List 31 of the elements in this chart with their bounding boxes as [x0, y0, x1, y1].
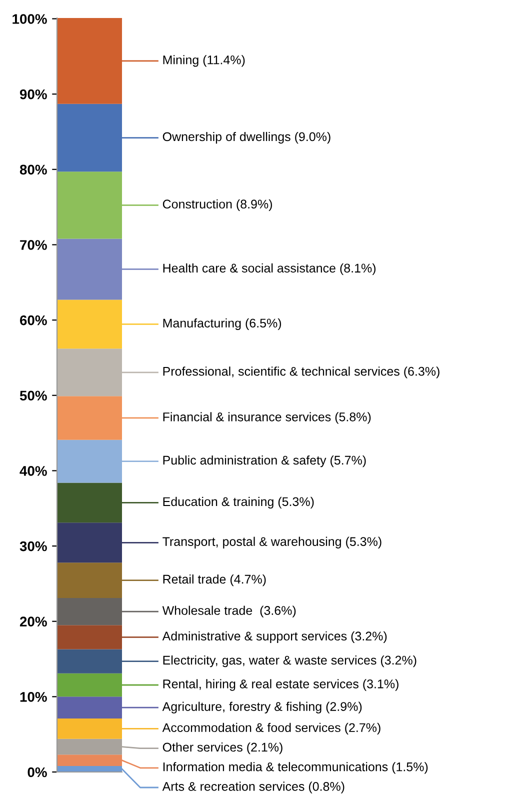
- legend-label: Information media & telecommunications (1.5%): [163, 762, 428, 774]
- y-tick-label: 100%: [12, 14, 47, 24]
- legend-label: Retail trade (4.7%): [163, 574, 266, 586]
- legend-label: Agriculture, forestry & fishing (2.9%): [162, 702, 362, 714]
- y-tick-label: 0%: [28, 767, 47, 778]
- legend-label: Accommodation & food services (2.7%): [162, 722, 380, 735]
- y-tick-label: 20%: [20, 616, 47, 627]
- legend-label: Ownership of dwellings (9.0%): [162, 132, 330, 144]
- y-tick-label: 30%: [20, 541, 47, 552]
- y-tick-label: 80%: [20, 164, 47, 175]
- legend-label: Other services (2.1%): [162, 742, 282, 754]
- legend-label: Public administration & safety (5.7%): [163, 455, 366, 468]
- legend-label: Administrative & support services (3.2%): [162, 631, 387, 643]
- legend-label: Construction (8.9%): [162, 199, 272, 211]
- legend-label: Wholesale trade (3.6%): [162, 606, 296, 618]
- text: Arts & recreation services (0.8%): [162, 782, 344, 794]
- y-tick-label: 70%: [20, 240, 47, 250]
- legend-label: Rental, hiring & real estate services (3.1%): [163, 679, 398, 691]
- legend-label: Electricity, gas, water & waste services (3.2%): [163, 655, 416, 668]
- legend-label: Health care & social assistance (8.1%): [163, 263, 376, 276]
- y-tick-label: 50%: [20, 390, 47, 401]
- legend-label: Transport, postal & warehousing (5.3%): [162, 536, 382, 548]
- y-tick-label: 60%: [20, 315, 47, 326]
- legend-label: Manufacturing (6.5%): [163, 318, 282, 330]
- legend-label: Professional, scientific & technical services (6.3%): [163, 366, 440, 378]
- y-tick-label: 90%: [20, 89, 47, 100]
- y-tick-label: 10%: [20, 692, 47, 702]
- legend-label: Education & training (5.3%): [163, 496, 314, 509]
- legend-label: Financial & insurance services (5.8%): [163, 412, 371, 424]
- legend-label: Mining (11.4%): [163, 55, 245, 67]
- y-tick-label: 40%: [20, 466, 47, 476]
